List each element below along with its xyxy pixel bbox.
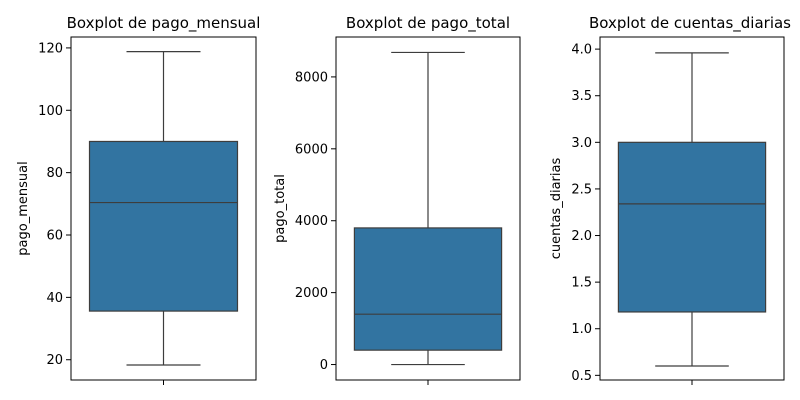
y-tick-label: 4.0: [571, 43, 592, 58]
iqr-box: [617, 141, 767, 313]
iqr-box: [353, 227, 503, 351]
y-axis-label: cuentas_diarias: [549, 158, 564, 260]
y-tick-label: 1.5: [571, 276, 592, 291]
y-tick-label: 8000: [295, 70, 328, 85]
y-tick-label: 120: [38, 41, 63, 56]
y-tick-label: 40: [46, 291, 63, 306]
y-tick-label: 80: [46, 166, 63, 181]
y-tick-label: 2.5: [571, 182, 592, 197]
y-axis-label: pago_total: [273, 174, 288, 243]
chart-title: Boxplot de cuentas_diarias: [589, 14, 791, 33]
subplot-pago-total: Boxplot de pago_total pago_total 0 2000 40…: [273, 14, 521, 385]
axes-frame: [599, 36, 785, 381]
y-tick-label: 0: [320, 358, 328, 373]
axes-frame: [335, 36, 521, 381]
y-tick-label: 100: [38, 104, 63, 119]
y-tick-label: 3.5: [571, 89, 592, 104]
axes-frame: [70, 36, 257, 381]
y-tick-label: 0.5: [571, 369, 592, 384]
iqr-box: [88, 140, 239, 312]
y-axis-label-holder: pago_total: [273, 174, 288, 243]
plot-marks: 0.5 1.0 1.5 2.0 2.5 3.0 3.5 4.0: [571, 43, 767, 385]
y-tick-label: 2000: [295, 286, 328, 301]
y-axis-label-holder: pago_mensual: [16, 161, 31, 255]
y-axis-label-holder: cuentas_diarias: [549, 158, 564, 260]
subplot-cuentas-diarias: Boxplot de cuentas_diarias cuentas_diari…: [549, 14, 791, 385]
subplot-pago-mensual: Boxplot de pago_mensual pago_mensual 20 4…: [16, 14, 260, 385]
y-tick-label: 1.0: [571, 322, 592, 337]
y-tick-label: 20: [46, 353, 63, 368]
plot-marks: 20 40 60 80 100 120: [38, 41, 239, 385]
plot-marks: 0 2000 4000 6000 8000: [295, 51, 503, 385]
y-tick-label: 4000: [295, 214, 328, 229]
chart-title: Boxplot de pago_mensual: [67, 14, 261, 33]
y-tick-label: 3.0: [571, 136, 592, 151]
y-tick-label: 2.0: [571, 229, 592, 244]
chart-title: Boxplot de pago_total: [346, 14, 510, 33]
y-tick-label: 60: [46, 229, 63, 244]
y-tick-label: 6000: [295, 142, 328, 157]
y-axis-label: pago_mensual: [16, 161, 31, 255]
